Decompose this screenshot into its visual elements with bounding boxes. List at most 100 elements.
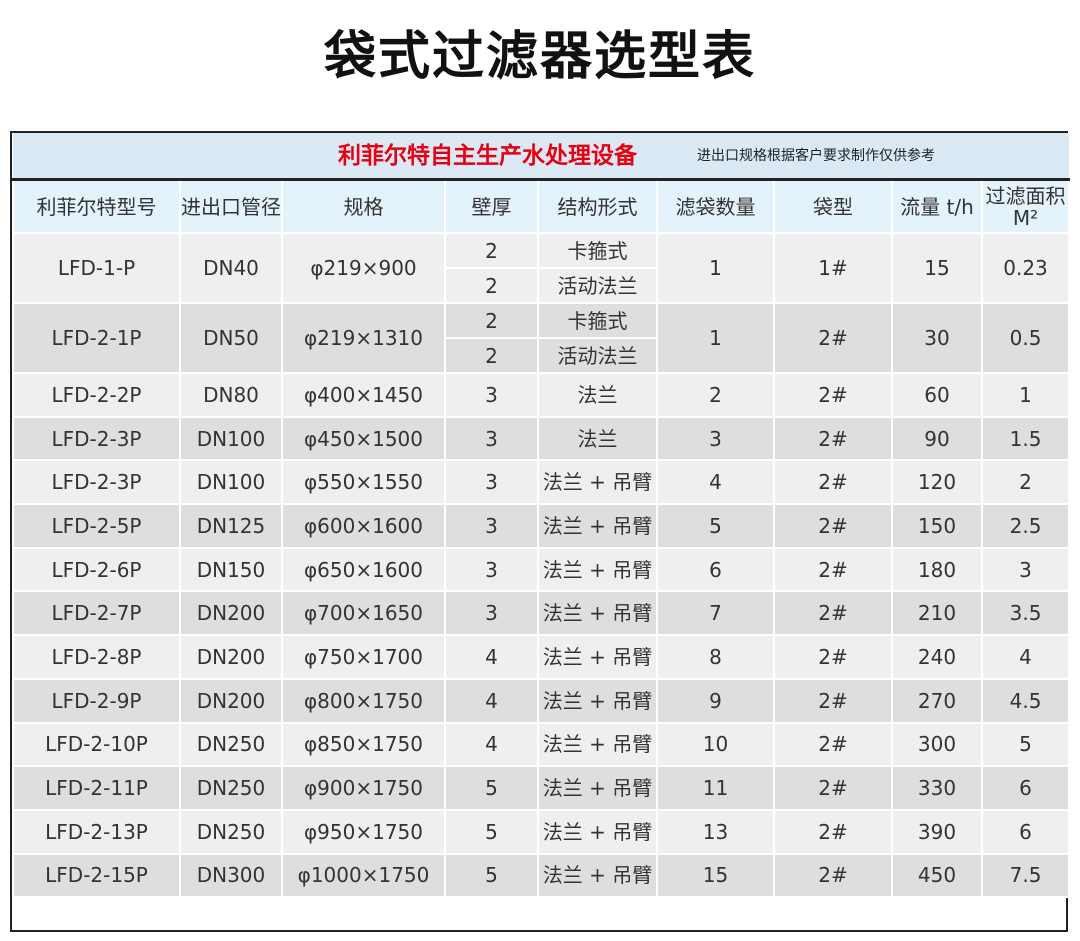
bags-cell: 10 xyxy=(656,721,776,768)
table-row: 2 活动法兰 xyxy=(13,267,1069,304)
model-cell: LFD-1-P xyxy=(12,232,181,304)
model-cell: LFD-2-2P xyxy=(12,372,181,418)
area-cell: 1.5 xyxy=(981,415,1071,462)
bags-cell: 9 xyxy=(656,677,776,724)
flow-cell: 270 xyxy=(891,677,984,724)
port-cell: DN125 xyxy=(179,503,283,549)
bag-type-cell: 2# xyxy=(773,721,894,768)
model-cell: LFD-2-3P xyxy=(12,459,181,506)
spec-cell: φ950×1750 xyxy=(281,808,446,855)
bag-type-cell: 2# xyxy=(773,415,894,462)
bag-type-cell: 1# xyxy=(773,232,894,304)
wall-cell: 3 xyxy=(444,590,539,637)
spec-cell: φ850×1750 xyxy=(281,721,446,768)
model-cell: LFD-2-15P xyxy=(12,852,181,899)
structure-cell: 卡箍式 xyxy=(536,232,659,269)
flow-cell: 60 xyxy=(891,372,984,418)
model-cell: LFD-2-8P xyxy=(12,634,181,680)
header-structure: 结构形式 xyxy=(536,178,659,234)
flow-cell: 450 xyxy=(891,852,984,899)
port-cell: DN150 xyxy=(179,546,283,593)
flow-cell: 15 xyxy=(891,232,984,304)
wall-cell: 3 xyxy=(444,503,539,549)
bags-cell: 1 xyxy=(656,302,776,374)
wall-cell: 2 xyxy=(444,267,539,304)
bag-type-cell: 2# xyxy=(773,546,894,593)
model-cell: LFD-2-3P xyxy=(12,415,181,462)
header-spec: 规格 xyxy=(281,178,446,234)
banner-note: 进出口规格根据客户要求制作仅供参考 xyxy=(657,133,1070,181)
header-bag-type: 袋型 xyxy=(773,178,894,234)
structure-cell: 法兰 xyxy=(536,372,659,418)
port-cell: DN250 xyxy=(179,721,283,768)
flow-cell: 180 xyxy=(891,546,984,593)
table-row: 2 活动法兰 xyxy=(13,337,1069,374)
flow-cell: 150 xyxy=(891,503,984,549)
model-cell: LFD-2-13P xyxy=(12,808,181,855)
port-cell: DN200 xyxy=(179,677,283,724)
structure-cell: 法兰 + 吊臂 xyxy=(536,677,659,724)
flow-cell: 300 xyxy=(891,721,984,768)
table-row: LFD-2-10P DN250 φ850×1750 4 法兰 + 吊臂 10 2# 300 5 xyxy=(12,721,1071,768)
table-row: LFD-2-5P DN125 φ600×1600 3 法兰 + 吊臂 5 2# 150 2.5 xyxy=(12,503,1071,549)
spec-cell: φ1000×1750 xyxy=(281,852,446,899)
spec-cell: φ219×900 xyxy=(281,232,446,304)
wall-cell: 3 xyxy=(444,415,539,462)
model-cell: LFD-2-7P xyxy=(12,590,181,637)
wall-cell: 3 xyxy=(444,546,539,593)
page-title: 袋式过滤器选型表 xyxy=(323,27,756,87)
structure-cell: 法兰 + 吊臂 xyxy=(536,808,659,855)
table-row: LFD-2-7P DN200 φ700×1650 3 法兰 + 吊臂 7 2# 210 3.5 xyxy=(12,590,1071,637)
bag-type-cell: 2# xyxy=(773,765,894,811)
bag-type-cell: 2# xyxy=(773,372,894,418)
spec-cell: φ700×1650 xyxy=(281,590,446,637)
bags-cell: 4 xyxy=(656,459,776,506)
structure-cell: 法兰 + 吊臂 xyxy=(536,765,659,811)
bags-cell: 8 xyxy=(656,634,776,680)
selection-table: 利菲尔特自主生产水处理设备 进出口规格根据客户要求制作仅供参考 利菲尔特型号 进出… xyxy=(10,131,1071,932)
brand-banner: 利菲尔特自主生产水处理设备 xyxy=(13,133,658,181)
bags-cell: 3 xyxy=(656,415,776,462)
flow-cell: 30 xyxy=(891,302,984,374)
table-row: LFD-2-3P DN100 φ450×1500 3 法兰 3 2# 90 1.5 xyxy=(12,415,1071,462)
table-row: LFD-2-2P DN80 φ400×1450 3 法兰 2 2# 60 1 xyxy=(12,372,1071,418)
area-cell: 3 xyxy=(981,546,1071,593)
model-cell: LFD-2-1P xyxy=(12,302,181,374)
area-cell: 6 xyxy=(981,808,1071,855)
structure-cell: 活动法兰 xyxy=(536,267,659,304)
bag-type-cell: 2# xyxy=(773,852,894,899)
bag-type-cell: 2# xyxy=(773,634,894,680)
structure-cell: 法兰 + 吊臂 xyxy=(536,852,659,899)
table-row: LFD-2-3P DN100 φ550×1550 3 法兰 + 吊臂 4 2# 120 2 xyxy=(12,459,1071,506)
structure-cell: 法兰 + 吊臂 xyxy=(536,503,659,549)
area-cell: 0.5 xyxy=(981,302,1071,374)
spec-cell: φ400×1450 xyxy=(281,372,446,418)
wall-cell: 4 xyxy=(444,677,539,724)
area-cell: 4 xyxy=(981,634,1071,680)
area-cell: 3.5 xyxy=(981,590,1071,637)
spec-cell: φ550×1550 xyxy=(281,459,446,506)
port-cell: DN250 xyxy=(179,765,283,811)
spec-cell: φ900×1750 xyxy=(281,765,446,811)
model-cell: LFD-2-11P xyxy=(12,765,181,811)
table-row: LFD-2-8P DN200 φ750×1700 4 法兰 + 吊臂 8 2# 240 4 xyxy=(12,634,1071,680)
bags-cell: 11 xyxy=(656,765,776,811)
header-bags: 滤袋数量 xyxy=(656,178,776,234)
spec-cell: φ750×1700 xyxy=(281,634,446,680)
wall-cell: 2 xyxy=(444,337,539,374)
structure-cell: 法兰 + 吊臂 xyxy=(536,590,659,637)
banner-row: 利菲尔特自主生产水处理设备 进出口规格根据客户要求制作仅供参考 xyxy=(13,133,1070,181)
bag-type-cell: 2# xyxy=(773,590,894,637)
structure-cell: 活动法兰 xyxy=(536,337,659,374)
port-cell: DN200 xyxy=(179,634,283,680)
wall-cell: 4 xyxy=(444,634,539,680)
structure-cell: 法兰 xyxy=(536,415,659,462)
wall-cell: 3 xyxy=(444,372,539,418)
spec-cell: φ450×1500 xyxy=(281,415,446,462)
spec-cell: φ800×1750 xyxy=(281,677,446,724)
structure-cell: 法兰 + 吊臂 xyxy=(536,721,659,768)
table-row: LFD-2-1P DN50 φ219×1310 2 卡箍式 1 2# 30 0.5 xyxy=(12,302,1071,374)
port-cell: DN80 xyxy=(179,372,283,418)
wall-cell: 3 xyxy=(444,459,539,506)
table-row: LFD-2-9P DN200 φ800×1750 4 法兰 + 吊臂 9 2# 270 4.5 xyxy=(12,677,1071,724)
